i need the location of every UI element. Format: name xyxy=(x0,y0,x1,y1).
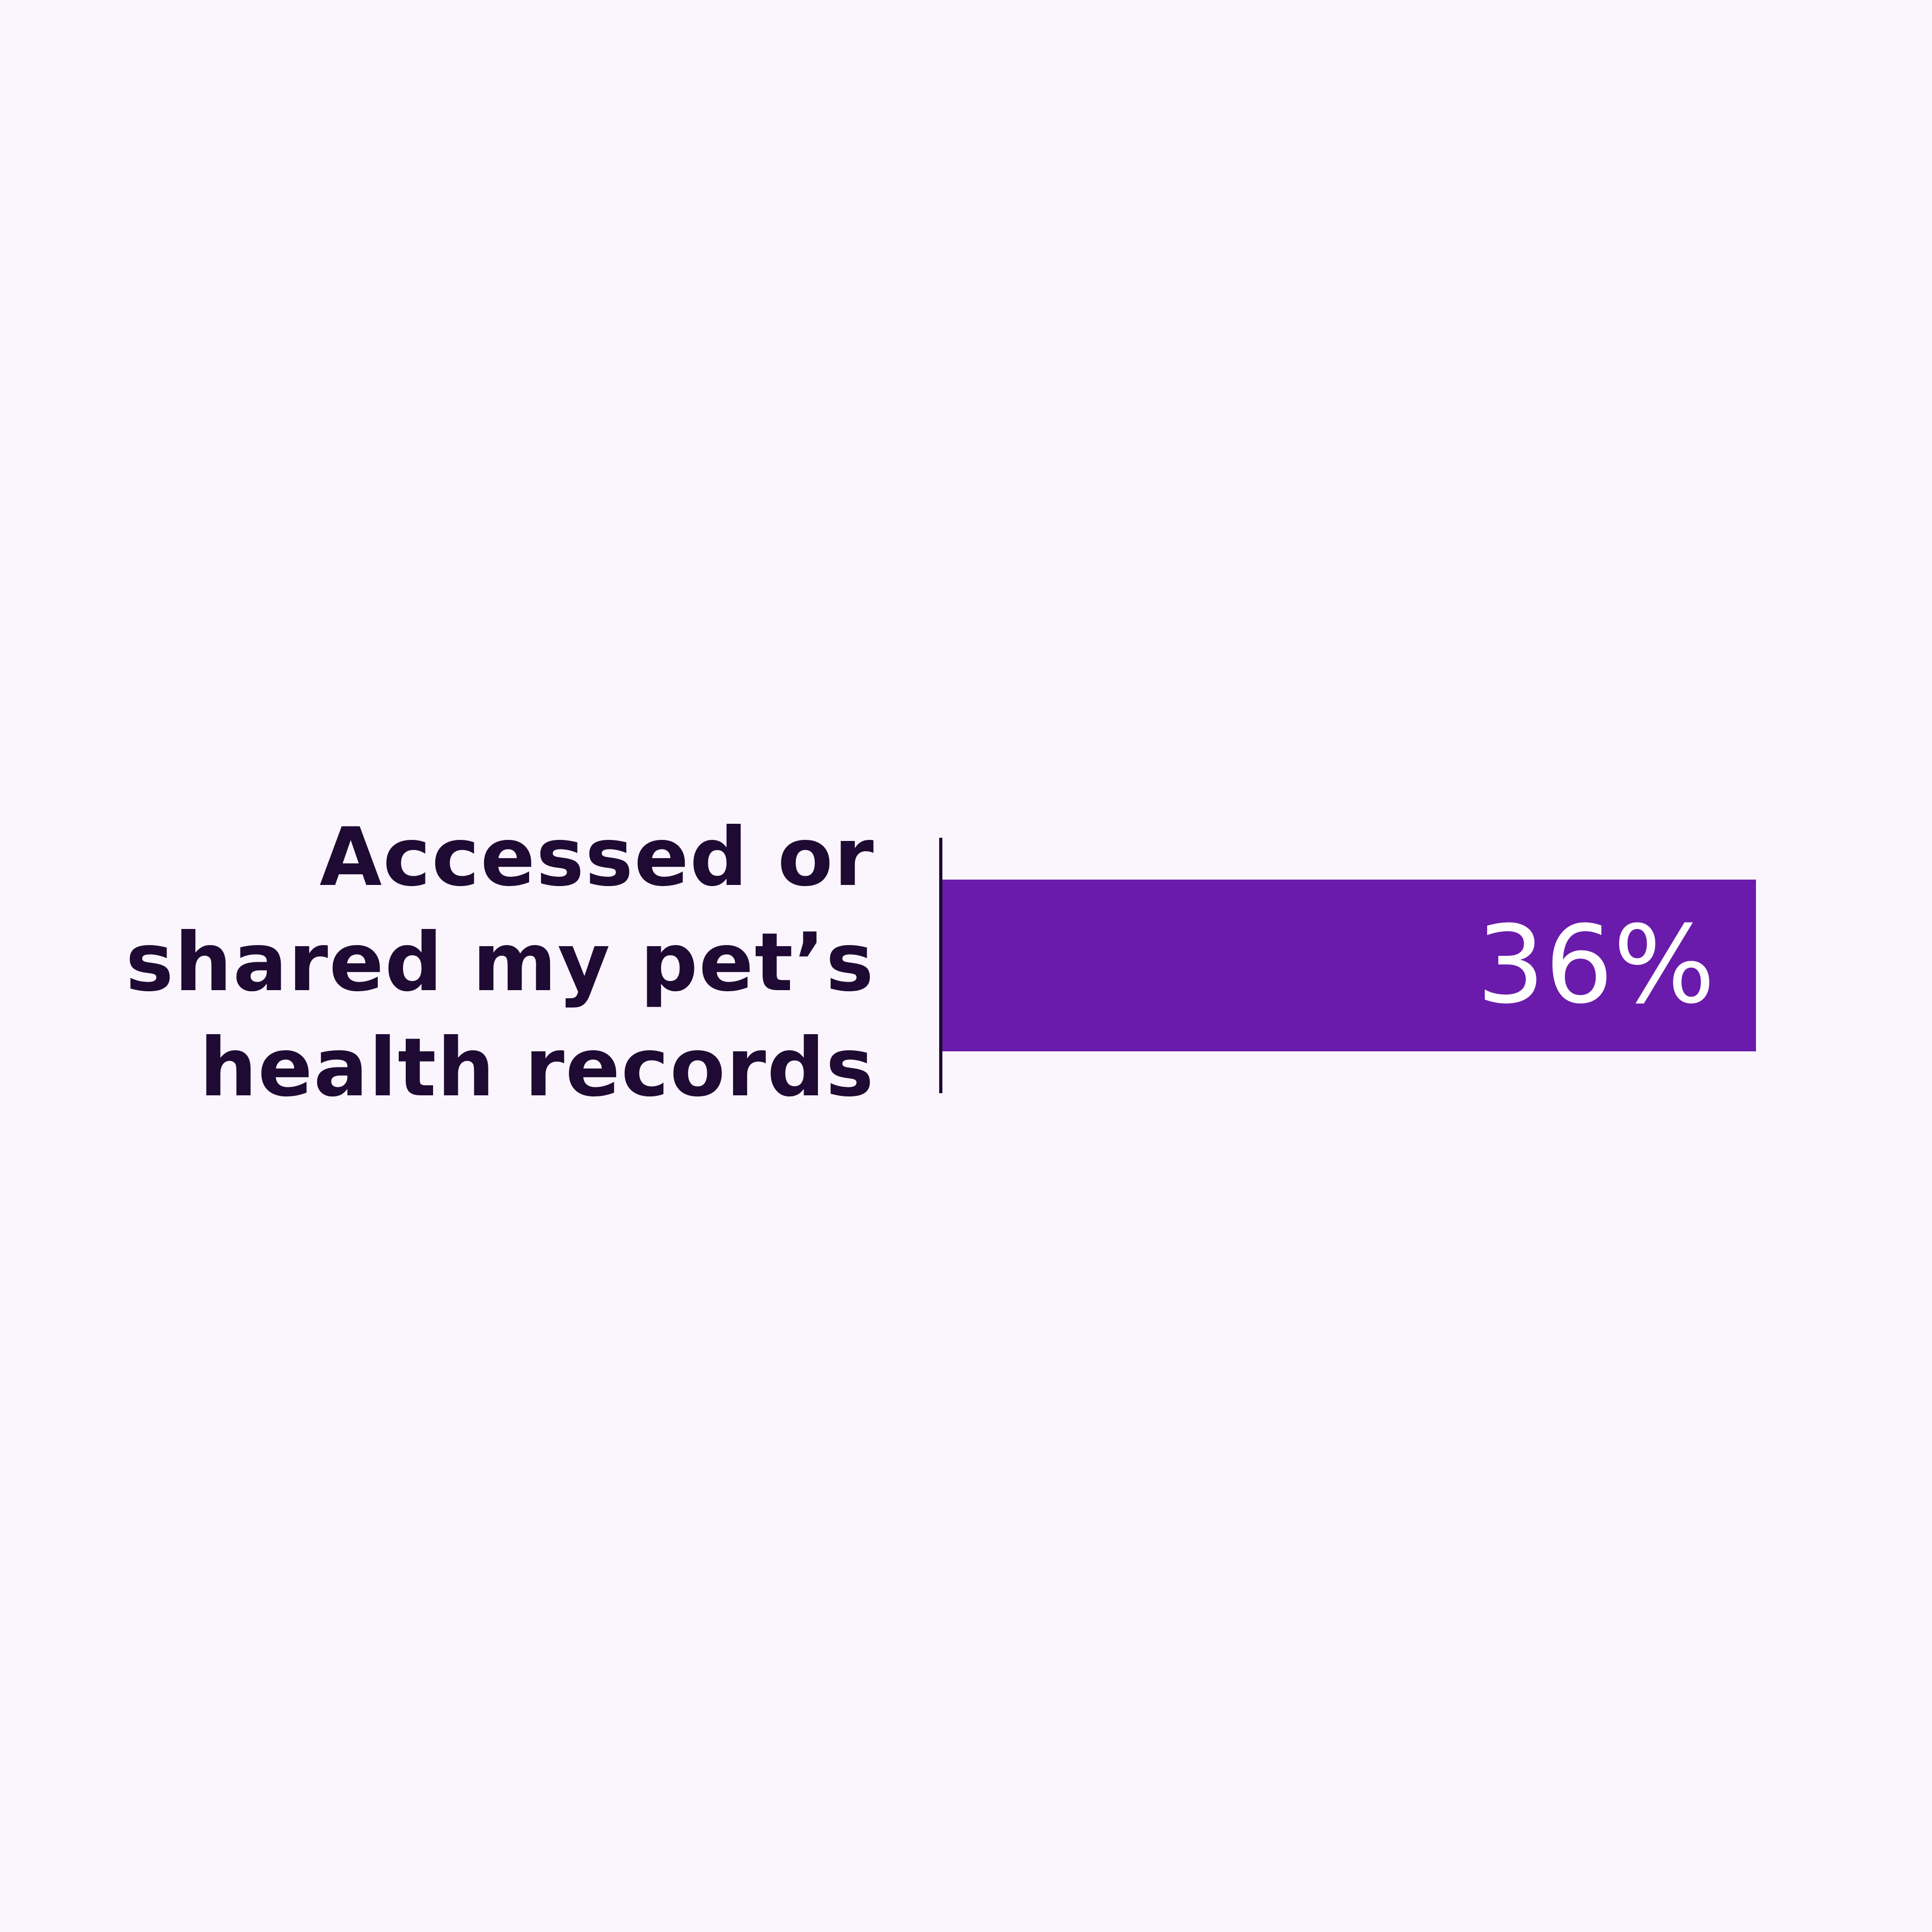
y-axis-line xyxy=(939,838,942,1093)
bar-accessed-or-shared-records: 36% xyxy=(942,880,1756,1051)
category-label: Accessed or shared my pet’s health recor… xyxy=(126,811,875,1115)
bar-value-label: 36% xyxy=(1476,903,1715,1028)
